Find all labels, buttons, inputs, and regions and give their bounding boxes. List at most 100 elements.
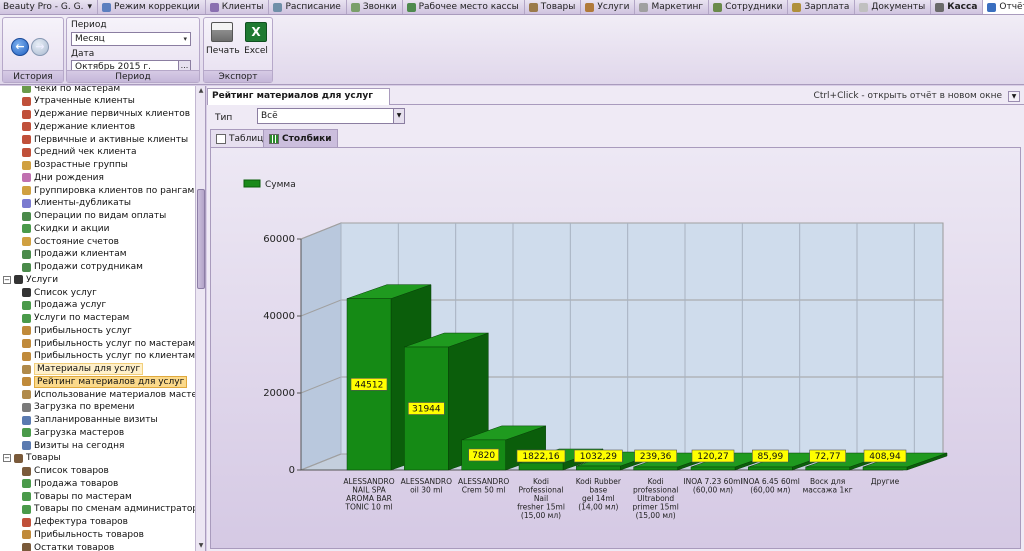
tree-item[interactable]: Удержание клиентов xyxy=(22,120,135,133)
tree-item[interactable]: Загрузка по времени xyxy=(22,401,135,414)
history-group-label: История xyxy=(3,70,63,82)
tab-5[interactable]: Товары xyxy=(525,0,582,14)
tree-item[interactable]: Клиенты-дубликаты xyxy=(22,197,131,210)
tree-item[interactable]: Запланированные визиты xyxy=(22,414,158,427)
collapse-toggle-icon[interactable]: − xyxy=(3,275,11,284)
report-icon xyxy=(22,160,31,170)
tree-item[interactable]: Средний чек клиента xyxy=(22,146,137,159)
tab-1[interactable]: Клиенты xyxy=(206,0,270,14)
print-button[interactable]: Печать xyxy=(206,20,240,66)
tab-7[interactable]: Маркетинг xyxy=(635,0,710,14)
tree-item[interactable]: Продажа услуг xyxy=(22,299,106,312)
chevron-down-icon: ▾ xyxy=(183,35,187,43)
tree-item[interactable]: Услуги по мастерам xyxy=(22,312,129,325)
forward-button[interactable]: → xyxy=(31,38,49,56)
tree-item-label: Рейтинг материалов для услуг xyxy=(34,375,188,388)
report-icon xyxy=(22,186,31,195)
bar xyxy=(633,466,678,471)
x-tick-label: (15,00 мл) xyxy=(521,511,561,520)
tree-item[interactable]: Загрузка мастеров xyxy=(22,426,124,439)
tree-item[interactable]: Первичные и активные клиенты xyxy=(22,133,188,146)
tab-icon xyxy=(406,2,416,12)
tab-6[interactable]: Услуги xyxy=(581,0,636,14)
x-tick-label: ALESSANDRO xyxy=(343,477,394,486)
tree-item[interactable]: Дефектура товаров xyxy=(22,516,128,529)
app-menu[interactable]: Beauty Pro - G. G. ▾ xyxy=(0,0,98,14)
chart-side-wall xyxy=(300,222,342,471)
back-button[interactable]: ← xyxy=(11,38,29,56)
data-label: 120,27 xyxy=(697,452,729,462)
x-tick-label: base xyxy=(589,486,607,495)
tree-item[interactable]: Удержание первичных клиентов xyxy=(22,108,190,121)
tree-item[interactable]: Материалы для услуг xyxy=(22,363,144,376)
tab-0[interactable]: Режим коррекции xyxy=(98,0,206,14)
tab-icon xyxy=(350,2,360,12)
tab-icon xyxy=(209,2,219,12)
tab-3[interactable]: Звонки xyxy=(347,0,403,14)
tree-item[interactable]: Чеки по мастерам xyxy=(22,86,120,95)
tree-item-label: Чеки по мастерам xyxy=(34,86,121,94)
tab-10[interactable]: Документы xyxy=(855,0,932,14)
tree-item[interactable]: Скидки и акции xyxy=(22,222,109,235)
tree-item[interactable]: Продажи клиентам xyxy=(22,248,127,261)
export-group-label: Экспорт xyxy=(204,70,272,82)
x-tick-label: ALESSANDRO xyxy=(458,477,509,486)
tree-item[interactable]: Операции по видам оплаты xyxy=(22,210,166,223)
tree-item[interactable]: Продажи сотрудникам xyxy=(22,261,143,274)
tree-item[interactable]: Список услуг xyxy=(22,286,97,299)
excel-button[interactable]: X Excel xyxy=(240,20,272,66)
tree-group[interactable]: − Услуги xyxy=(3,273,58,286)
tree-item[interactable]: Возрастные группы xyxy=(22,159,128,172)
tree-item[interactable]: Рейтинг материалов для услуг xyxy=(22,375,188,388)
header-menu-button[interactable]: ▼ xyxy=(1008,91,1020,102)
tab-2[interactable]: Расписание xyxy=(269,0,347,14)
tab-8[interactable]: Сотрудники xyxy=(709,0,789,14)
scroll-up-arrow-icon[interactable]: ▲ xyxy=(198,87,204,94)
tree-item[interactable]: Продажа товаров xyxy=(22,477,118,490)
tree-item[interactable]: Список товаров xyxy=(22,465,109,478)
tree-item[interactable]: Прибыльность услуг по клиентам xyxy=(22,350,195,363)
tree-item[interactable]: Группировка клиентов по рангам xyxy=(22,184,194,197)
tree-item-label: Продажи клиентам xyxy=(34,249,127,260)
tab-table[interactable]: Таблица xyxy=(210,129,275,147)
period-select[interactable]: Месяц ▾ xyxy=(71,32,191,46)
tab-label: Рабочее место кассы xyxy=(418,2,519,12)
tab-bars[interactable]: Столбики xyxy=(263,129,338,147)
tab-9[interactable]: Зарплата xyxy=(788,0,856,14)
collapse-toggle-icon[interactable]: − xyxy=(3,454,11,463)
tree-item[interactable]: Прибыльность товаров xyxy=(22,528,144,541)
tab-label: Звонки xyxy=(362,2,397,12)
tree-scrollbar[interactable]: ▲ ▼ xyxy=(195,86,205,551)
tree-item[interactable]: Состояние счетов xyxy=(22,235,119,248)
tree-item[interactable]: Утраченные клиенты xyxy=(22,95,135,108)
chevron-down-icon[interactable]: ▼ xyxy=(393,109,404,123)
tree-item[interactable]: Дни рождения xyxy=(22,171,104,184)
tree-item-label: Продажа товаров xyxy=(34,478,119,489)
tree-item[interactable]: Прибыльность услуг по мастерам xyxy=(22,337,195,350)
tree-item[interactable]: Визиты на сегодня xyxy=(22,439,124,452)
report-icon xyxy=(22,173,31,183)
tree-item-label: Список товаров xyxy=(34,466,109,476)
tab-12[interactable]: Отчёты xyxy=(983,0,1024,14)
tree-item[interactable]: Прибыльность услуг xyxy=(22,324,132,337)
tab-4[interactable]: Рабочее место кассы xyxy=(403,0,525,14)
tree-item[interactable]: Товары по мастерам xyxy=(22,490,132,503)
period-group: Период Месяц ▾ Дата Октябрь 2015 г. ... … xyxy=(66,17,200,83)
report-area: Рейтинг материалов для услуг Ctrl+Click … xyxy=(207,86,1024,551)
tab-table-label: Таблица xyxy=(229,133,269,144)
tree-group[interactable]: − Товары xyxy=(3,452,61,465)
tree-item[interactable]: Товары по сменам администраторов xyxy=(22,503,206,516)
data-label-box xyxy=(752,449,789,463)
type-select[interactable]: Всё ▼ xyxy=(257,108,405,124)
tab-11[interactable]: Касса xyxy=(931,0,984,14)
report-icon xyxy=(22,224,31,234)
report-icon xyxy=(22,441,31,450)
tree-item[interactable]: Остатки товаров xyxy=(22,541,114,551)
tree-item[interactable]: Использование материалов мастерами xyxy=(22,388,205,401)
report-title-tab[interactable]: Рейтинг материалов для услуг xyxy=(207,88,390,105)
scrollbar-thumb[interactable] xyxy=(197,189,205,289)
ribbon: ← → История Период Месяц ▾ Дата Октябрь … xyxy=(0,15,1024,85)
scroll-down-arrow-icon[interactable]: ▼ xyxy=(198,542,204,549)
tree-item-label: Товары по сменам администраторов xyxy=(34,504,206,515)
